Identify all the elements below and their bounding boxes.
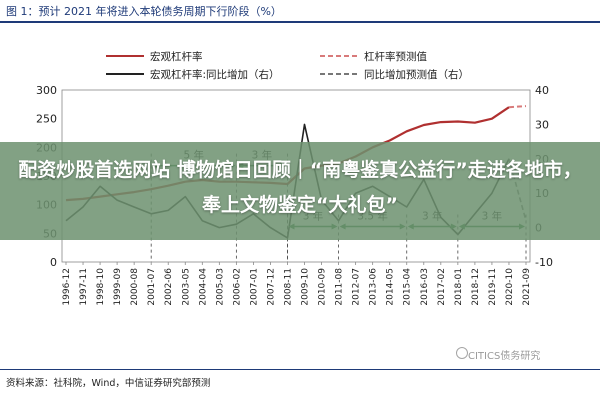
- series-line: [508, 105, 527, 109]
- title-divider: [0, 21, 600, 23]
- x-tick-label: 2007-01: [249, 268, 259, 306]
- x-tick-label: 1997-11: [79, 268, 89, 306]
- legend-label: 宏观杠杆率: [150, 50, 203, 63]
- figure-title: 图 1：预计 2021 年将进入本轮债务周期下行阶段（%）: [6, 5, 282, 18]
- x-tick-label: 2011-08: [335, 268, 345, 306]
- legend-label: 杠杆率预测值: [364, 50, 427, 63]
- watermark-logo-icon: [456, 347, 468, 359]
- x-tick-label: 2000-08: [130, 268, 140, 306]
- x-tick-label: 1996-12: [62, 268, 72, 306]
- x-tick-label: 1998-10: [96, 268, 106, 306]
- right-tick-label: 30: [535, 118, 549, 131]
- x-tick-label: 2016-03: [420, 268, 430, 306]
- left-tick-label: 250: [36, 113, 57, 126]
- x-tick-label: 2017-02: [437, 268, 447, 306]
- x-tick-label: 2008-11: [283, 268, 293, 306]
- x-tick-label: 2005-03: [215, 268, 225, 306]
- right-tick-label: 40: [535, 84, 549, 97]
- left-tick-label: 300: [36, 84, 57, 97]
- x-tick-label: 2018-01: [454, 268, 464, 306]
- headline-banner[interactable]: [0, 142, 600, 240]
- x-tick-label: 2010-09: [318, 268, 328, 306]
- x-tick-label: 2013-06: [369, 268, 379, 306]
- x-tick-label: 2003-05: [181, 268, 191, 306]
- x-tick-label: 2018-12: [471, 268, 481, 306]
- x-tick-label: 2014-05: [386, 268, 396, 306]
- x-tick-label: 2007-12: [266, 268, 276, 306]
- x-tick-label: 2021-09: [522, 268, 532, 306]
- x-tick-label: 2002-06: [164, 268, 174, 306]
- headline-text[interactable]: 配资炒股首选网站 博物馆日回顾｜“南粤鉴真公益行”走进各地市，奉上文物鉴定“大礼…: [18, 159, 582, 216]
- x-tick-label: 2012-07: [352, 268, 362, 306]
- right-tick-label: -10: [535, 256, 553, 269]
- x-tick-label: 2006-02: [232, 268, 242, 306]
- source-note: 资料来源：社科院，Wind，中信证券研究部预测: [6, 378, 211, 389]
- left-tick-label: 0: [50, 256, 57, 269]
- legend-label: 同比增加预测值（右）: [364, 68, 469, 81]
- x-tick-label: 2020-10: [505, 268, 515, 306]
- footer-divider: [0, 369, 600, 370]
- x-tick-label: 2015-04: [403, 268, 413, 306]
- x-tick-label: 2004-04: [198, 268, 208, 306]
- x-tick-label: 1999-09: [113, 268, 123, 306]
- watermark: CITICS债务研究: [468, 351, 541, 362]
- x-tick-label: 2009-10: [301, 268, 311, 306]
- x-tick-label: 2001-07: [147, 268, 157, 306]
- x-tick-label: 2019-11: [488, 268, 498, 306]
- legend-label: 宏观杠杆率:同比增加（右）: [150, 68, 280, 81]
